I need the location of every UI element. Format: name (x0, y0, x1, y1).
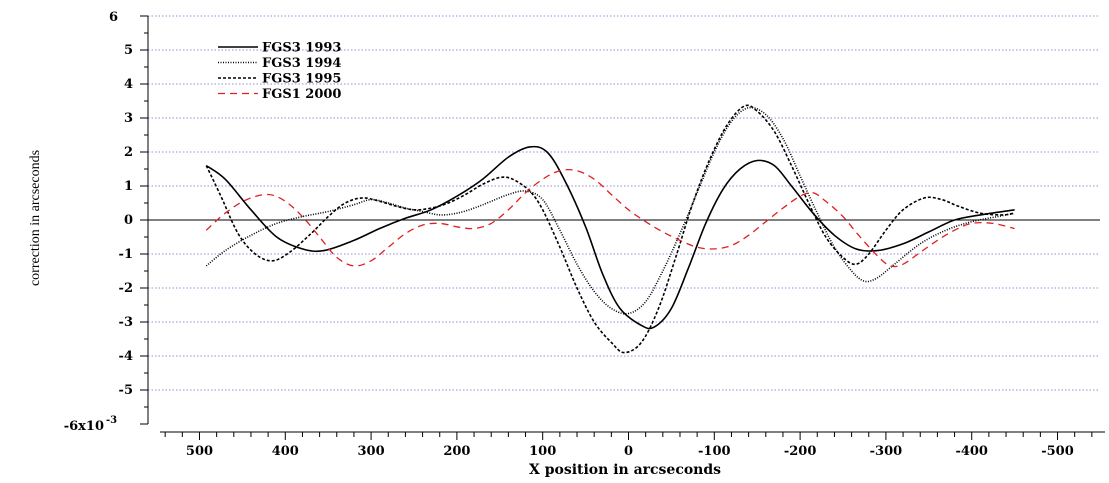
y-tick-label: 3 (124, 111, 133, 126)
x-tick-label: 0 (624, 444, 633, 459)
x-tick-label: -300 (870, 444, 903, 459)
axes: 5 4 3 2 1 0 -1 -2 -3 -4 -5 500 400 300 200 100 0 -100 -200… (119, 15, 1105, 459)
y-tick-label: 1 (124, 179, 133, 194)
labels: 6 -6x10 -3 X position in arcseconds corr… (28, 10, 721, 478)
x-tick-label: -100 (698, 444, 731, 459)
series-layer (205, 104, 1015, 354)
y-top-label: 6 (109, 10, 118, 25)
x-tick-label: -400 (955, 444, 988, 459)
x-tick-label: 300 (358, 444, 385, 459)
series-line-3 (205, 104, 1015, 354)
series-line-2 (205, 106, 1015, 315)
y-tick-label: -5 (119, 383, 133, 398)
y-tick-label: -3 (119, 315, 133, 330)
x-tick-label: 200 (443, 444, 470, 459)
y-bottom-exponent: -3 (106, 415, 117, 426)
y-axis-title: correction in arcseconds (28, 150, 43, 286)
y-tick-label: -2 (119, 281, 133, 296)
legend-label: FGS3 1993 (262, 41, 341, 56)
series-line-4 (205, 169, 1015, 268)
y-tick-label: -4 (119, 349, 133, 364)
x-tick-label: 400 (272, 444, 299, 459)
grid (148, 15, 1100, 391)
y-bottom-label: -6x10 (64, 419, 104, 434)
legend-label: FGS3 1994 (262, 56, 341, 71)
y-tick-label: 2 (124, 145, 133, 160)
y-tick-label: 4 (124, 77, 133, 92)
y-tick-label: -1 (119, 247, 133, 262)
series-line-1 (205, 145, 1015, 330)
x-axis-title: X position in arcseconds (529, 462, 721, 478)
legend-label: FGS1 2000 (262, 87, 341, 102)
y-tick-label: 5 (124, 43, 133, 58)
x-tick-label: 100 (529, 444, 556, 459)
x-tick-label: 500 (186, 444, 213, 459)
legend-label: FGS3 1995 (262, 72, 341, 87)
y-bottom-label-base: -6x10 (64, 419, 104, 434)
x-tick-label: -200 (784, 444, 817, 459)
y-tick-label: 0 (124, 213, 133, 228)
x-tick-label: -500 (1041, 444, 1074, 459)
